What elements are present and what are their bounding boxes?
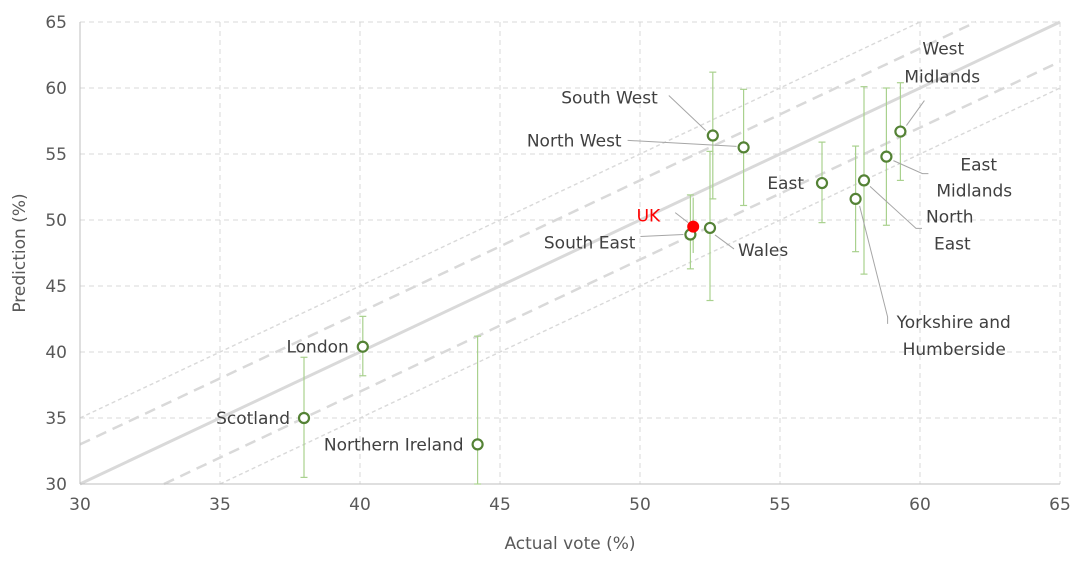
y-tick-label: 60 <box>45 79 67 99</box>
leader-lines <box>627 95 929 324</box>
x-tick-label: 50 <box>629 495 651 515</box>
data-point <box>857 174 871 187</box>
y-tick-label: 40 <box>45 343 67 363</box>
uk-label: UK <box>637 207 661 227</box>
point-label: East <box>934 234 971 254</box>
point-labels: London Scotland Northern Ireland South West… <box>216 40 1012 456</box>
leader-line <box>668 95 707 131</box>
x-tick-label: 40 <box>349 495 371 515</box>
axes: 30 35 40 45 50 55 60 65 30 35 40 45 50 55 60 65 <box>45 13 1070 515</box>
gridlines <box>80 21 1061 484</box>
uk-highlight-point <box>687 220 700 233</box>
data-point <box>849 192 862 205</box>
reference-line-dashed <box>163 60 1061 486</box>
data-point <box>297 411 311 425</box>
leader-line <box>674 212 689 223</box>
data-point <box>894 125 907 138</box>
point-label: North <box>926 207 974 227</box>
x-tick-label: 60 <box>909 495 931 515</box>
y-tick-label: 30 <box>45 475 67 495</box>
leader-line <box>627 139 737 147</box>
reference-lines <box>79 20 1061 486</box>
x-tick-label: 30 <box>69 495 91 515</box>
x-axis-title: Actual vote (%) <box>504 534 635 554</box>
x-tick-label: 35 <box>209 495 231 515</box>
x-tick-label: 65 <box>1049 495 1071 515</box>
point-label: East <box>767 174 804 194</box>
y-tick-label: 45 <box>45 277 67 297</box>
point-label: Humberside <box>903 340 1006 360</box>
leader-line <box>905 100 925 126</box>
data-point <box>815 176 829 190</box>
point-label: Yorkshire and <box>896 313 1011 333</box>
data-point <box>356 340 369 353</box>
point-label: West <box>922 40 964 60</box>
data-point <box>703 221 717 235</box>
point-label: South East <box>544 234 636 254</box>
point-label: Scotland <box>216 409 290 429</box>
point-label: Midlands <box>904 68 980 88</box>
reference-line-solid <box>79 20 1061 486</box>
y-axis-title: Prediction (%) <box>10 193 30 312</box>
data-points <box>297 125 907 451</box>
y-tick-label: 50 <box>45 211 67 231</box>
point-label: North West <box>527 131 622 151</box>
point-label: London <box>286 338 348 358</box>
data-point <box>706 129 719 142</box>
reference-line-dashed <box>79 20 977 446</box>
y-tick-label: 35 <box>45 409 67 429</box>
leader-line <box>859 205 889 324</box>
leader-line <box>893 160 929 175</box>
leader-line <box>869 186 922 229</box>
point-label: East <box>960 156 997 176</box>
point-label: Wales <box>738 241 788 261</box>
x-tick-label: 45 <box>489 495 511 515</box>
point-label: Midlands <box>936 182 1012 202</box>
y-tick-label: 55 <box>45 145 67 165</box>
leader-line <box>640 234 684 238</box>
point-label: Northern Ireland <box>324 435 464 455</box>
point-label: South West <box>561 89 658 109</box>
reference-line-dotted <box>219 87 1061 485</box>
reference-line-dotted <box>79 21 921 419</box>
data-point <box>880 150 893 163</box>
data-point <box>737 141 750 154</box>
data-point <box>471 438 484 451</box>
x-tick-label: 55 <box>769 495 791 515</box>
y-tick-label: 65 <box>45 13 67 33</box>
leader-line <box>714 234 735 250</box>
